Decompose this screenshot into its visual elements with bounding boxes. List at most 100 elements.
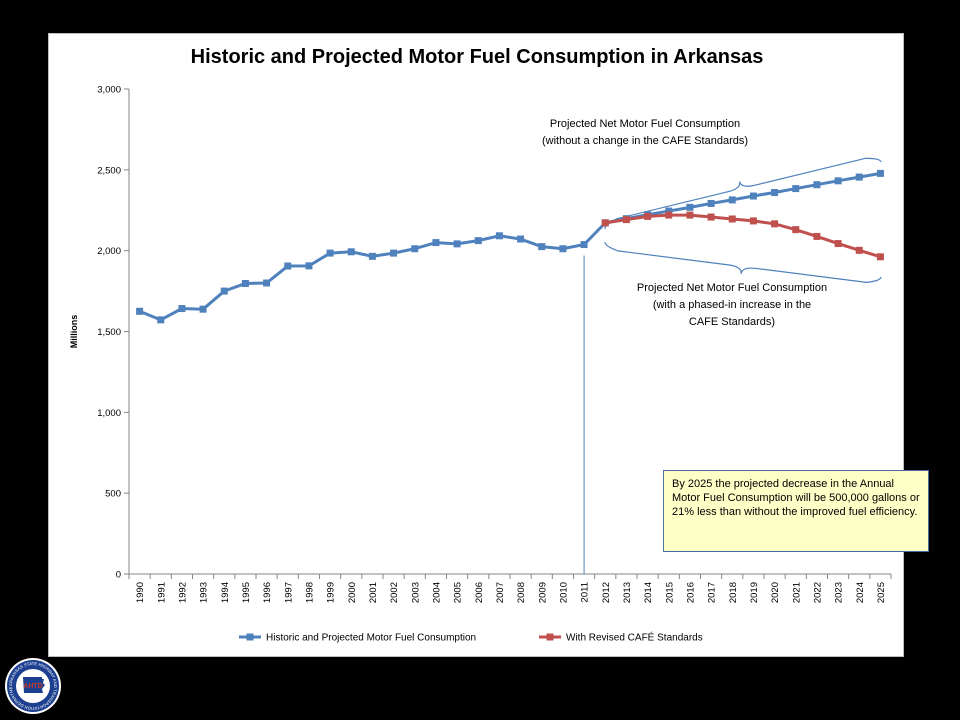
series-line-2 [605,213,881,259]
series-1-point [813,181,821,189]
y-tick-label: 1,500 [97,327,121,338]
y-tick-label: 2,000 [97,246,121,257]
x-tick-label: 2018 [728,582,739,603]
x-tick-label: 2016 [685,582,696,603]
series-2-point [728,215,736,223]
x-tick-label: 2024 [855,582,866,603]
x-tick-label: 1996 [262,582,273,603]
x-tick-label: 2005 [453,582,464,603]
x-tick-label: 2010 [558,582,569,603]
x-tick-label: 2025 [876,582,887,603]
series-1-point [749,192,757,200]
y-axis-title: Millions [69,315,79,349]
x-tick-label: 1992 [177,582,188,603]
series-1-point [686,203,694,211]
x-tick-label: 2000 [347,582,358,603]
annotation-lower-line: Projected Net Motor Fuel Consumption [637,282,827,294]
series-1-point [834,177,842,185]
series-1-point [263,279,271,287]
x-tick-label: 1991 [156,582,167,603]
x-tick-label: 1997 [283,582,294,603]
series-1-point [347,248,355,256]
x-tick-label: 2017 [707,582,718,603]
series-1-point [538,243,546,251]
legend-marker-1 [246,633,254,641]
legend-label-1: Historic and Projected Motor Fuel Consum… [266,633,476,644]
legend-marker-2 [546,633,554,641]
x-tick-label: 2006 [474,582,485,603]
x-tick-label: 2023 [834,582,845,603]
chart-svg: 0 500 1,000 1,500 2,000 2,500 3,000 Millions 199… [69,85,892,644]
series-2-point [749,217,757,225]
x-tick-label: 2013 [622,582,633,603]
series-1-point [771,188,779,196]
x-tick-label: 2004 [431,582,442,603]
series-1-point [157,316,165,324]
annotation-upper-line: Projected Net Motor Fuel Consumption [550,118,740,130]
series-1-point [559,245,567,253]
x-tick-label: 2015 [664,582,675,603]
x-tick-label: 2009 [537,582,548,603]
y-tick-label: 3,000 [97,85,121,96]
series-1-point [580,241,588,249]
note-box: By 2025 the projected decrease in the An… [663,470,929,552]
series-1-point [305,262,313,270]
x-tick-label: 2020 [770,582,781,603]
series-2-point [834,240,842,248]
series-1-point [368,252,376,260]
series-1-point [665,207,673,215]
series-2-point [771,220,779,228]
series-2-point [707,213,715,221]
x-tick-label: 1993 [199,582,210,603]
annotation-lower-line: CAFE Standards) [689,316,775,328]
series-1-point [707,199,715,207]
series-2-point [792,226,800,234]
series-2-point [665,211,673,219]
x-tick-label: 2021 [791,582,802,603]
series-1-point [178,305,186,313]
series-1-point [517,235,525,243]
arkansas-shape-icon [23,677,45,693]
legend-label-2: With Revised CAFÉ Standards [566,631,703,644]
series-2-point [644,212,652,220]
x-tick-label: 2001 [368,582,379,603]
series-1-point [284,262,292,270]
series-1-point [326,249,334,257]
series-1-point [136,307,144,315]
series-1-point [220,287,228,295]
x-tick-label: 1999 [326,582,337,603]
series-2-point [876,253,884,261]
annotation-lower-line: (with a phased-in increase in the [653,299,811,311]
lower-brace [604,241,882,283]
x-tick-label: 2019 [749,582,760,603]
series-1-point [241,279,249,287]
series-1-point [474,237,482,245]
series-2-point [601,219,609,227]
y-tick-label: 1,000 [97,408,121,419]
series-2-point [855,246,863,254]
series-1-point [728,196,736,204]
y-tick-label: 0 [116,570,121,581]
chart-panel: Historic and Projected Motor Fuel Consum… [48,33,929,657]
x-tick-label: 1990 [135,582,146,603]
y-tick-label: 500 [105,489,121,500]
series-2-point [622,216,630,224]
x-tick-label: 2008 [516,582,527,603]
series-line-1 [139,171,881,322]
x-tick-label: 2002 [389,582,400,603]
series-1-point [792,185,800,193]
series-1-point [411,245,419,253]
annotation-upper-line: (without a change in the CAFE Standards) [542,135,748,147]
series-1-point [495,232,503,240]
x-tick-label: 2011 [580,582,591,602]
ahtd-logo: ARKANSAS STATE HIGHWAY AND TRANSPORTATIO… [4,657,61,714]
series-1-point [453,240,461,248]
x-tick-label: 2007 [495,582,506,603]
series-1-point [876,169,884,177]
y-tick-label: 2,500 [97,165,121,176]
logo-monogram: AHTD [23,683,42,690]
series-2-point [686,211,694,219]
x-tick-label: 2003 [410,582,421,603]
series-1-point [199,305,207,313]
